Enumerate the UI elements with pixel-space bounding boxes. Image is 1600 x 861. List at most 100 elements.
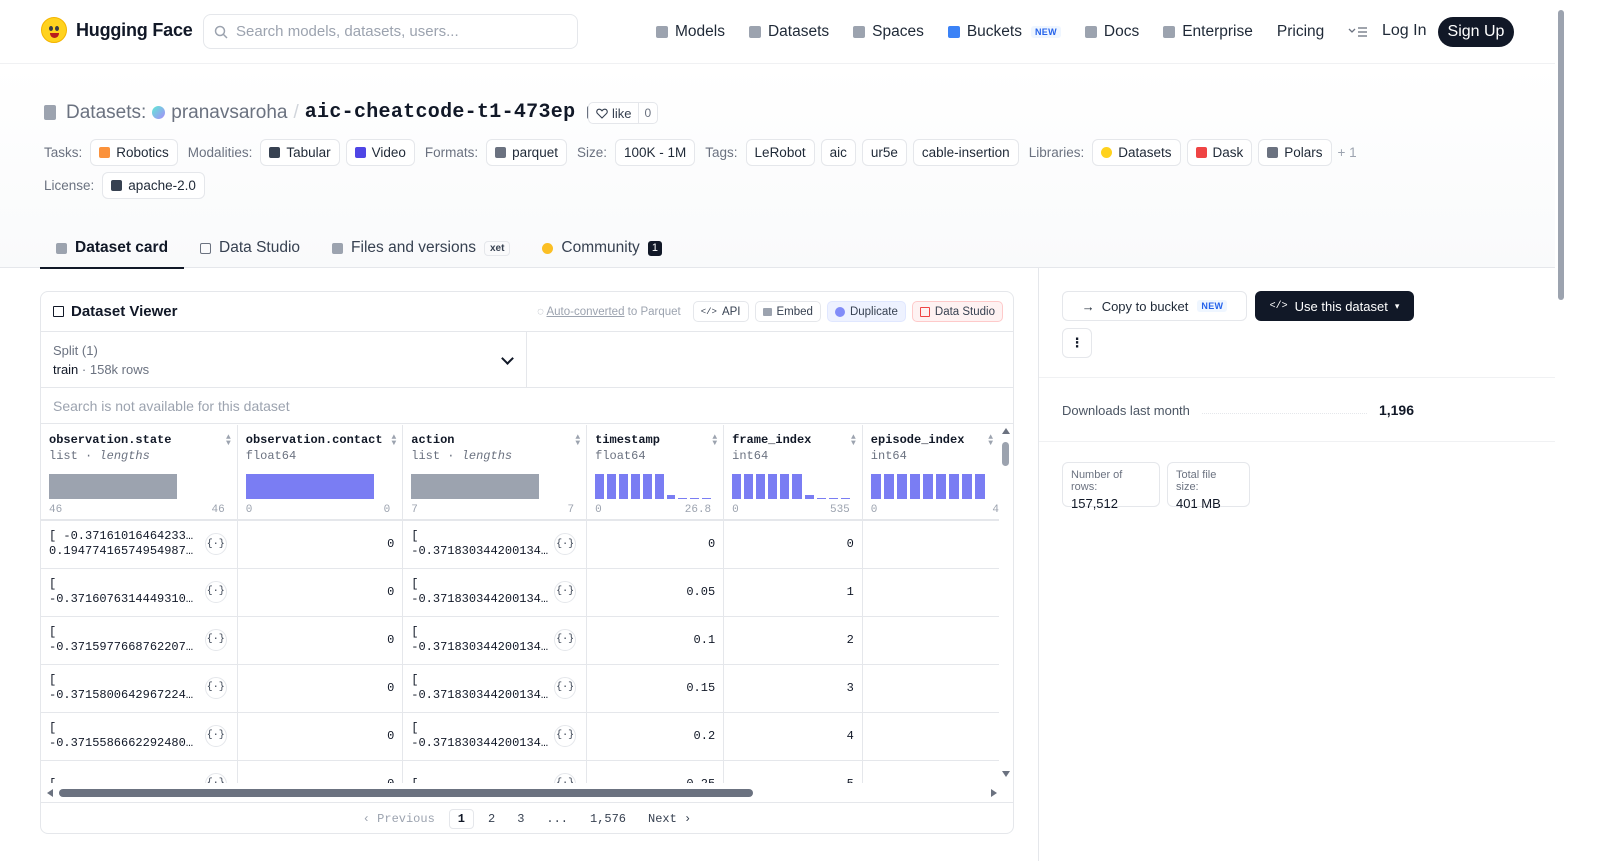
scroll-thumb[interactable]	[1002, 442, 1009, 466]
tag-ur5e[interactable]: ur5e	[861, 139, 907, 166]
brand-logo[interactable]: Hugging Face	[41, 17, 193, 43]
embed-button[interactable]: Embed	[754, 301, 821, 322]
sort-icon[interactable]: ▲ ▼	[225, 433, 231, 448]
use-this-dataset-button[interactable]: </> Use this dataset ▾	[1255, 291, 1414, 321]
tag-cable-insertion[interactable]: cable-insertion	[912, 139, 1019, 166]
scroll-left-icon[interactable]	[47, 789, 53, 797]
nav-more-menu[interactable]	[1348, 26, 1368, 38]
repo-owner[interactable]: pranavsaroha	[171, 101, 288, 123]
tab-files-and-versions[interactable]: Files and versions xet	[316, 228, 526, 268]
table-row[interactable]: [ -0.37155866622924805… {·} 0 [ -0.371830…	[41, 712, 999, 761]
page-scrollbar[interactable]	[1556, 0, 1568, 861]
previous-page-button[interactable]: ‹ Previous	[362, 811, 435, 826]
table-row[interactable]: [{·} 0 [{·} 0.25 5	[41, 760, 999, 783]
histogram-bar	[935, 474, 946, 499]
expand-json-icon[interactable]: {·}	[204, 676, 227, 699]
tag-parquet[interactable]: parquet	[486, 139, 567, 166]
page-3[interactable]: 3	[517, 811, 525, 826]
global-search[interactable]	[203, 14, 578, 49]
histogram	[732, 474, 850, 499]
page-1[interactable]: 1	[448, 808, 474, 829]
nav-docs[interactable]: Docs	[1084, 23, 1139, 41]
sort-icon[interactable]: ▲ ▼	[850, 433, 856, 448]
expand-json-icon[interactable]: {·}	[204, 533, 227, 555]
tab-data-studio[interactable]: Data Studio	[184, 228, 316, 268]
table-horizontal-scrollbar[interactable]	[45, 788, 997, 798]
duplicate-button[interactable]: Duplicate	[826, 301, 906, 322]
data-studio-button[interactable]: Data Studio	[911, 301, 1003, 322]
scroll-down-icon[interactable]	[1002, 771, 1010, 777]
page-2[interactable]: 2	[487, 811, 496, 826]
sort-icon[interactable]: ▲ ▼	[391, 433, 397, 448]
tab-community[interactable]: Community 1	[526, 228, 678, 268]
scroll-up-icon[interactable]	[1002, 428, 1010, 434]
tag-dask[interactable]: Dask	[1186, 139, 1253, 166]
histogram-bar	[618, 474, 628, 499]
sort-icon[interactable]: ▲ ▼	[575, 433, 581, 448]
signup-button[interactable]: Sign Up	[1438, 17, 1514, 47]
column-header-frame-index[interactable]: frame_index int64 ▲ ▼ 0 535	[723, 425, 863, 521]
files-icon	[332, 242, 344, 254]
split-rows: 158k rows	[89, 362, 150, 377]
nav-spaces[interactable]: Spaces	[853, 23, 924, 41]
split-selector[interactable]: Split (1) train · 158k rows	[41, 332, 527, 387]
more-options-button[interactable]: ⋮	[1062, 328, 1092, 358]
copy-to-bucket-button[interactable]: → Copy to bucket NEW	[1062, 291, 1247, 321]
tag-lerobot[interactable]: LeRobot	[745, 139, 815, 166]
table-vertical-scrollbar[interactable]	[1001, 428, 1011, 783]
tag-tabular[interactable]: Tabular	[260, 139, 340, 166]
tab-dataset-card[interactable]: Dataset card	[40, 228, 185, 269]
tag-polars[interactable]: Polars	[1258, 139, 1332, 166]
sort-icon[interactable]: ▲ ▼	[988, 433, 993, 448]
tag-size[interactable]: 100K - 1M	[614, 139, 696, 166]
expand-json-icon[interactable]: {·}	[554, 628, 577, 651]
expand-json-icon[interactable]: {·}	[204, 628, 227, 651]
expand-json-icon[interactable]: {·}	[554, 676, 577, 699]
scroll-right-icon[interactable]	[991, 789, 997, 797]
next-page-button[interactable]: Next ›	[648, 811, 692, 826]
nav-buckets[interactable]: Buckets NEW	[947, 23, 1061, 41]
column-header-observation-state[interactable]: observation.state list · lengths ▲ ▼ 46 46	[41, 425, 238, 521]
table-row[interactable]: [ -0.371610164642334, 0.1947741657495498…	[41, 520, 999, 569]
expand-json-icon[interactable]: {·}	[554, 724, 577, 747]
like-count: 0	[644, 106, 652, 120]
column-header-timestamp[interactable]: timestamp float64 ▲ ▼ 0 26.8	[586, 425, 725, 521]
repo-section[interactable]: Datasets:	[66, 101, 147, 123]
tag-datasets-lib[interactable]: Datasets	[1092, 139, 1181, 166]
expand-json-icon[interactable]: {·}	[554, 772, 577, 783]
dataset-icon	[44, 105, 56, 120]
auto-converted-link[interactable]: Auto-converted	[546, 305, 625, 318]
like-button[interactable]: like 0	[588, 102, 659, 124]
libraries-more[interactable]: + 1	[1337, 145, 1357, 160]
expand-json-icon[interactable]: {·}	[554, 580, 577, 603]
scroll-thumb[interactable]	[1558, 10, 1564, 300]
login-link[interactable]: Log In	[1382, 22, 1427, 39]
histogram-bar	[840, 498, 850, 499]
scroll-thumb[interactable]	[59, 789, 753, 797]
page-last[interactable]: 1,576	[590, 811, 627, 826]
table-row[interactable]: [ -0.3715800642967224,… {·} 0 [ -0.371830…	[41, 664, 999, 713]
repo-name[interactable]: aic-cheatcode-t1-473ep	[304, 101, 576, 124]
nav-enterprise[interactable]: Enterprise	[1163, 23, 1253, 41]
table-row[interactable]: [ -0.3715977668762207,… {·} 0 [ -0.371830…	[41, 616, 999, 665]
expand-json-icon[interactable]: {·}	[204, 772, 227, 783]
expand-json-icon[interactable]: {·}	[204, 580, 227, 603]
sort-icon[interactable]: ▲ ▼	[712, 433, 718, 448]
table-row[interactable]: [ -0.37160763144493103… {·} 0 [ -0.371830…	[41, 568, 999, 617]
tag-video[interactable]: Video	[345, 139, 415, 166]
nav-models[interactable]: Models	[656, 23, 725, 41]
histogram-bar	[974, 474, 985, 499]
nav-pricing[interactable]: Pricing	[1276, 23, 1325, 40]
tag-license[interactable]: apache-2.0	[102, 172, 205, 199]
api-button[interactable]: </> API	[692, 301, 749, 322]
search-input[interactable]	[236, 23, 556, 40]
expand-json-icon[interactable]: {·}	[554, 533, 577, 555]
tag-aic[interactable]: aic	[820, 139, 856, 166]
nav-datasets[interactable]: Datasets	[748, 23, 829, 41]
histogram-bar	[792, 474, 802, 499]
tag-robotics[interactable]: Robotics	[90, 139, 178, 166]
expand-json-icon[interactable]: {·}	[204, 724, 227, 747]
